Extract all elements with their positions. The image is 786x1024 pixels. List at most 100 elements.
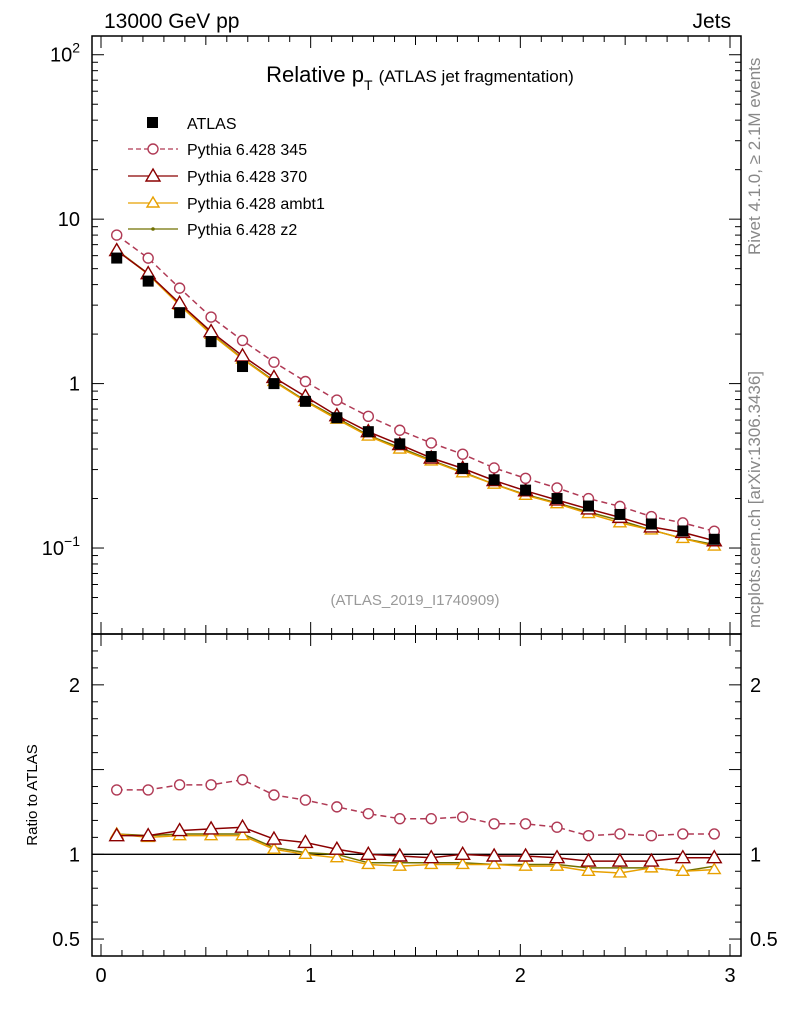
legend-entry-data: ATLAS: [147, 116, 237, 133]
ratio-series-point: [549, 858, 565, 871]
x-tick-label: 0: [95, 965, 106, 987]
main-series-point: [488, 462, 500, 474]
ratio-series-point: [171, 822, 188, 837]
ratio-axes: 0 1 2 3 2 2 1 1 0.5 0.5: [52, 633, 778, 987]
ratio-series-point: [108, 827, 125, 842]
ratio-series-point: [674, 849, 692, 864]
data-point: [205, 336, 217, 348]
ratio-series-line: [116, 778, 715, 837]
main-series-line: [116, 234, 715, 532]
data-point: [677, 525, 689, 537]
ratio-y-tick-label-left: 1: [69, 844, 80, 866]
data-point: [582, 500, 594, 512]
ratio-y-tick-label-left: 2: [69, 675, 80, 697]
ratio-series-point: [675, 863, 691, 876]
ratio-series-point: [517, 847, 534, 862]
ratio-series-point: [677, 828, 689, 840]
main-series-point: [519, 472, 532, 484]
main-series-point: [425, 437, 437, 449]
ratio-series-point: [394, 813, 406, 825]
ratio-series-point: [111, 784, 123, 796]
ratio-series-point: [268, 789, 280, 801]
ratio-series-point: [298, 846, 313, 860]
ratio-series-point: [614, 828, 626, 840]
ratio-series-point: [645, 829, 658, 842]
data-point: [488, 474, 500, 486]
header-right: Jets: [692, 10, 731, 33]
ratio-series-point: [582, 829, 595, 842]
data-point: [425, 451, 437, 463]
ratio-series-point: [205, 779, 217, 791]
ratio-marks: [108, 774, 723, 878]
ratio-series-point: [485, 847, 503, 862]
ratio-series-point: [297, 834, 314, 849]
data-point: [645, 518, 657, 530]
ratio-series-point: [331, 801, 343, 813]
legend-entry-370: Pythia 6.428 370: [128, 167, 307, 186]
main-series-point: [456, 448, 469, 460]
ratio-series-point: [139, 827, 157, 842]
main-series-point: [142, 252, 154, 264]
ratio-y-tick-label-right: 0.5: [750, 929, 778, 951]
ratio-series-point: [360, 845, 377, 861]
legend-ambt1-label: Pythia 6.428 ambt1: [187, 196, 325, 213]
ratio-series-point: [234, 818, 251, 833]
main-y-tick-label: 10−1: [42, 533, 80, 560]
ratio-series-point: [265, 830, 283, 845]
ratio-series-point: [580, 852, 597, 867]
data-point: [614, 508, 626, 520]
main-axes: 102 10 1 10−1: [42, 36, 741, 635]
ratio-series-point: [548, 849, 566, 864]
data-point: [268, 378, 280, 390]
data-point: [362, 426, 374, 438]
main-series-point: [234, 347, 251, 362]
chart-title: Relative pT (ATLAS jet fragmentation): [266, 62, 574, 93]
ratio-series-point: [425, 813, 437, 825]
legend-z2-label: Pythia 6.428 z2: [187, 222, 297, 239]
ratio-series-point: [235, 828, 250, 841]
ratio-series-point: [391, 847, 408, 862]
ratio-series-point: [551, 821, 563, 833]
ratio-series-point: [486, 857, 502, 870]
ratio-series-point: [456, 811, 469, 823]
ratio-series-point: [423, 857, 439, 870]
ratio-series-point: [236, 774, 249, 786]
main-marks: [108, 229, 723, 551]
ratio-series-point: [392, 858, 408, 871]
ratio-series-point: [299, 794, 312, 806]
ratio-series-point: [203, 828, 219, 841]
x-tick-label: 1: [305, 965, 316, 987]
main-series-point: [236, 334, 249, 347]
x-tick-label: 2: [515, 965, 526, 987]
data-point: [299, 395, 311, 407]
data-point: [708, 533, 720, 545]
ratio-series-point: [266, 841, 282, 854]
ratio-series-point: [454, 845, 471, 861]
data-point: [457, 462, 469, 474]
ratio-series-point: [488, 818, 500, 830]
ratio-series-point: [644, 860, 659, 873]
ratio-frame: [91, 633, 742, 957]
legend-entry-345: Pythia 6.428 345: [128, 142, 307, 159]
ratio-series-point: [329, 850, 345, 863]
side-text-top: Rivet 4.1.0, ≥ 2.1M events: [745, 58, 764, 255]
ratio-series-point: [581, 863, 596, 876]
analysis-label: (ATLAS_2019_I1740909): [330, 592, 499, 609]
ratio-series-point: [519, 818, 532, 830]
data-point: [174, 307, 186, 319]
ratio-series-point: [707, 862, 722, 875]
ratio-y-tick-label-right: 2: [750, 675, 761, 697]
data-point: [142, 275, 154, 287]
main-series-line: [116, 250, 715, 542]
ratio-series-point: [643, 852, 660, 867]
title-main: Relative p: [266, 62, 364, 87]
main-series-point: [268, 356, 280, 368]
data-point: [331, 412, 343, 424]
main-series-line: [116, 249, 715, 546]
main-series-line: [116, 249, 715, 547]
ratio-series-point: [423, 849, 440, 864]
ratio-y-tick-label-right: 1: [750, 844, 761, 866]
main-series-point: [111, 229, 123, 241]
main-series-point: [331, 394, 343, 406]
